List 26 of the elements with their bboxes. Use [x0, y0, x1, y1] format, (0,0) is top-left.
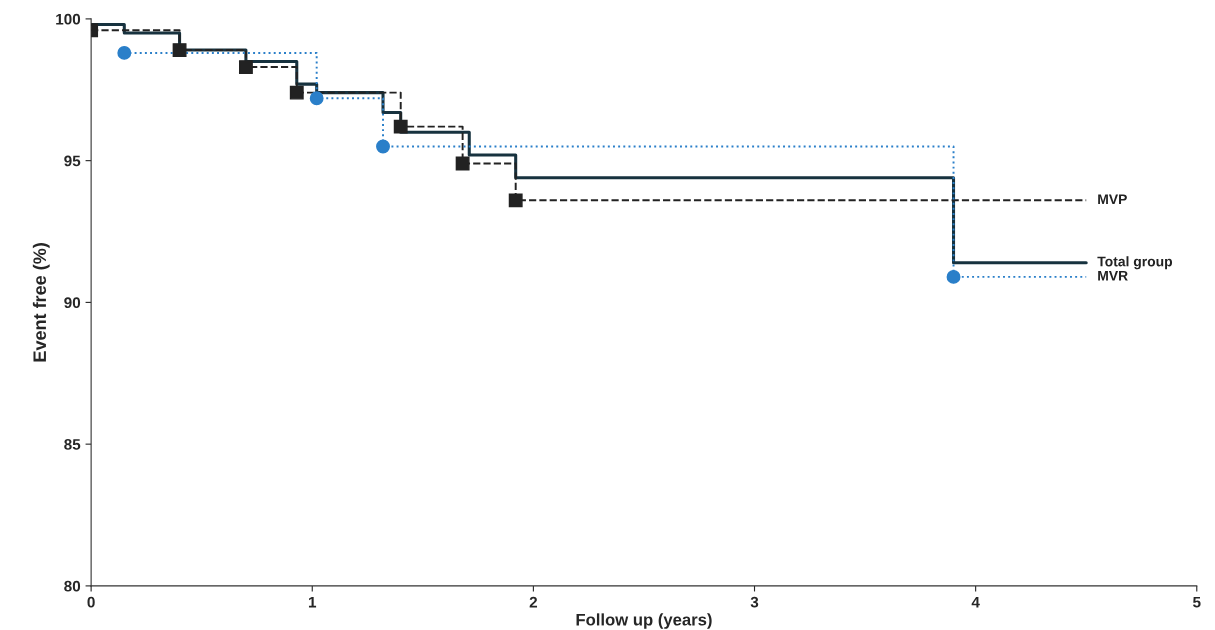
- y-tick-label: 95: [64, 155, 81, 167]
- x-tick-label: 3: [750, 596, 759, 608]
- x-tick-label: 1: [308, 596, 317, 608]
- series-label: MVR: [1098, 270, 1128, 281]
- point: [393, 119, 408, 134]
- point: [309, 91, 324, 106]
- x-tick-label: 0: [87, 596, 95, 608]
- series-label: MVP: [1098, 194, 1127, 204]
- point: [946, 269, 961, 284]
- x-tick-label: 2: [529, 596, 538, 608]
- y-tick-label: 100: [56, 13, 81, 25]
- y-axis-title: Event free (%): [32, 243, 50, 362]
- point: [238, 60, 253, 75]
- point: [117, 45, 132, 60]
- point: [289, 85, 304, 100]
- y-tick-label: 90: [64, 297, 81, 309]
- series-label: Total group: [1097, 256, 1173, 270]
- point: [376, 139, 390, 154]
- x-axis-title: Follow up (years): [576, 613, 712, 629]
- x-tick-label: 5: [1193, 596, 1201, 608]
- point: [455, 156, 470, 171]
- point: [508, 193, 523, 208]
- y-tick-label: 85: [64, 439, 81, 450]
- point: [172, 43, 187, 58]
- x-tick-label: 4: [971, 596, 980, 608]
- y-tick-label: 80: [64, 580, 81, 592]
